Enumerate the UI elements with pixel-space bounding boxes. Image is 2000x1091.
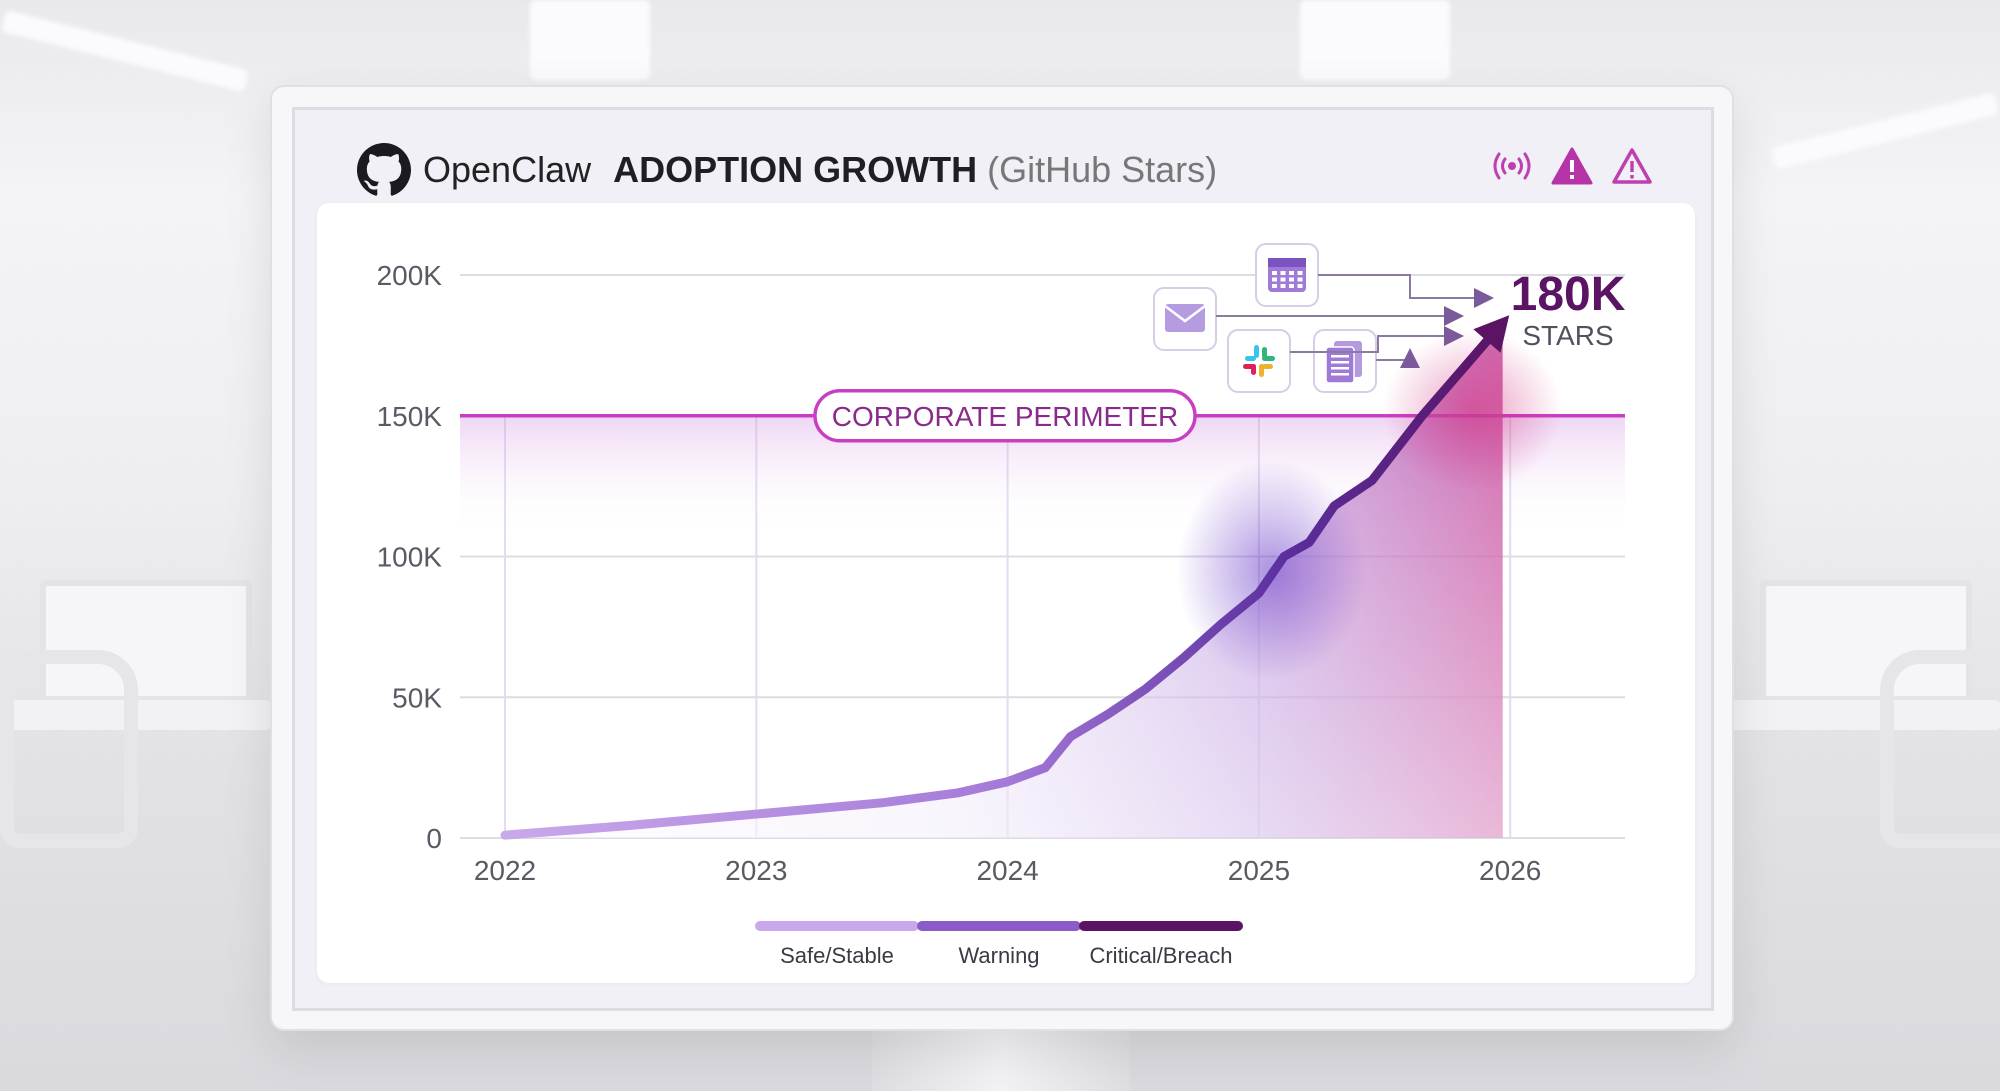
slack-bar <box>1259 364 1264 377</box>
chart-header: OpenClaw ADOPTION GROWTH (GitHub Stars) <box>357 140 1217 200</box>
calendar-cell <box>1289 271 1294 275</box>
flow-arrow <box>1318 274 1494 308</box>
warning-outline-icon[interactable] <box>1611 146 1653 186</box>
y-tick-label: 200K <box>377 260 443 291</box>
perimeter-label: CORPORATE PERIMETER <box>832 401 1178 432</box>
calendar-cell <box>1280 277 1286 282</box>
slack-bar <box>1262 364 1273 369</box>
slack-icon <box>1227 329 1291 393</box>
axis-labels: 0 50K 100K 150K 200K 2022 2023 2024 2025 2026 <box>377 260 1542 886</box>
mail-flap <box>1164 305 1206 323</box>
calendar-icon <box>1255 243 1319 307</box>
integration-icons <box>1153 243 1494 393</box>
calendar-cell <box>1297 277 1303 282</box>
background-monitor <box>1760 580 1972 702</box>
growth-line <box>500 315 1510 840</box>
calendar-cell <box>1297 284 1303 288</box>
stars-unit: STARS <box>1522 320 1613 351</box>
github-icon <box>357 143 411 196</box>
x-tick-label: 2025 <box>1228 855 1290 886</box>
slack-bar <box>1262 356 1275 361</box>
mail-body <box>1165 304 1205 332</box>
x-tick-label: 2023 <box>725 855 787 886</box>
icon-tile <box>1227 329 1291 393</box>
slack-bar <box>1262 347 1267 358</box>
slack-bar <box>1254 345 1259 358</box>
ceiling-light <box>1300 0 1450 80</box>
calendar-cell <box>1280 271 1286 275</box>
document-line <box>1331 355 1349 358</box>
calendar-cell <box>1280 284 1286 288</box>
broadcast-icon[interactable] <box>1491 146 1533 186</box>
warning-filled-icon[interactable] <box>1551 146 1593 186</box>
growth-area-fade <box>505 322 1503 839</box>
calendar-cell <box>1272 271 1277 275</box>
document-line <box>1331 367 1349 370</box>
stars-value: 180K <box>1511 268 1626 321</box>
y-tick-label: 150K <box>377 401 443 432</box>
legend-label: Critical/Breach <box>1089 943 1232 968</box>
calendar-cell <box>1272 277 1277 282</box>
x-tick-label: 2022 <box>474 855 536 886</box>
x-tick-label: 2026 <box>1479 855 1541 886</box>
y-tick-label: 0 <box>426 823 442 854</box>
growth-arrowhead <box>1473 315 1510 353</box>
growth-line-path <box>500 318 1508 840</box>
y-tick-label: 50K <box>392 682 442 713</box>
flow-arrow <box>1376 348 1420 368</box>
x-tick-label: 2024 <box>976 855 1038 886</box>
background-chair <box>0 650 138 848</box>
calendar-header <box>1268 258 1306 267</box>
mail-icon <box>1153 287 1217 351</box>
status-icon-group <box>1491 146 1653 186</box>
document-icon <box>1313 329 1377 393</box>
ceiling-light <box>530 0 650 80</box>
slack-bar <box>1245 356 1256 361</box>
calendar-cell <box>1297 271 1303 275</box>
perimeter-label-pill <box>813 389 1197 443</box>
chart-title: ADOPTION GROWTH <box>613 149 978 190</box>
calendar-cell <box>1289 284 1294 288</box>
background-chair <box>1880 650 2000 848</box>
background-monitor <box>40 580 252 702</box>
legend-label: Warning <box>958 943 1039 968</box>
calendar-cell <box>1272 284 1277 288</box>
flow-arrow <box>1290 326 1464 353</box>
calendar-cell <box>1289 277 1294 282</box>
chart-subtitle: (GitHub Stars) <box>987 149 1218 190</box>
background-desk <box>1730 700 2000 730</box>
brand-name: OpenClaw <box>423 149 592 190</box>
y-tick-label: 100K <box>377 542 443 573</box>
breach-glow <box>1382 330 1563 491</box>
slack-bar <box>1243 364 1256 369</box>
document-line <box>1331 373 1349 376</box>
legend: Safe/Stable Warning Critical/Breach <box>755 921 1243 968</box>
document-line <box>1331 361 1349 364</box>
legend-label: Safe/Stable <box>780 943 894 968</box>
